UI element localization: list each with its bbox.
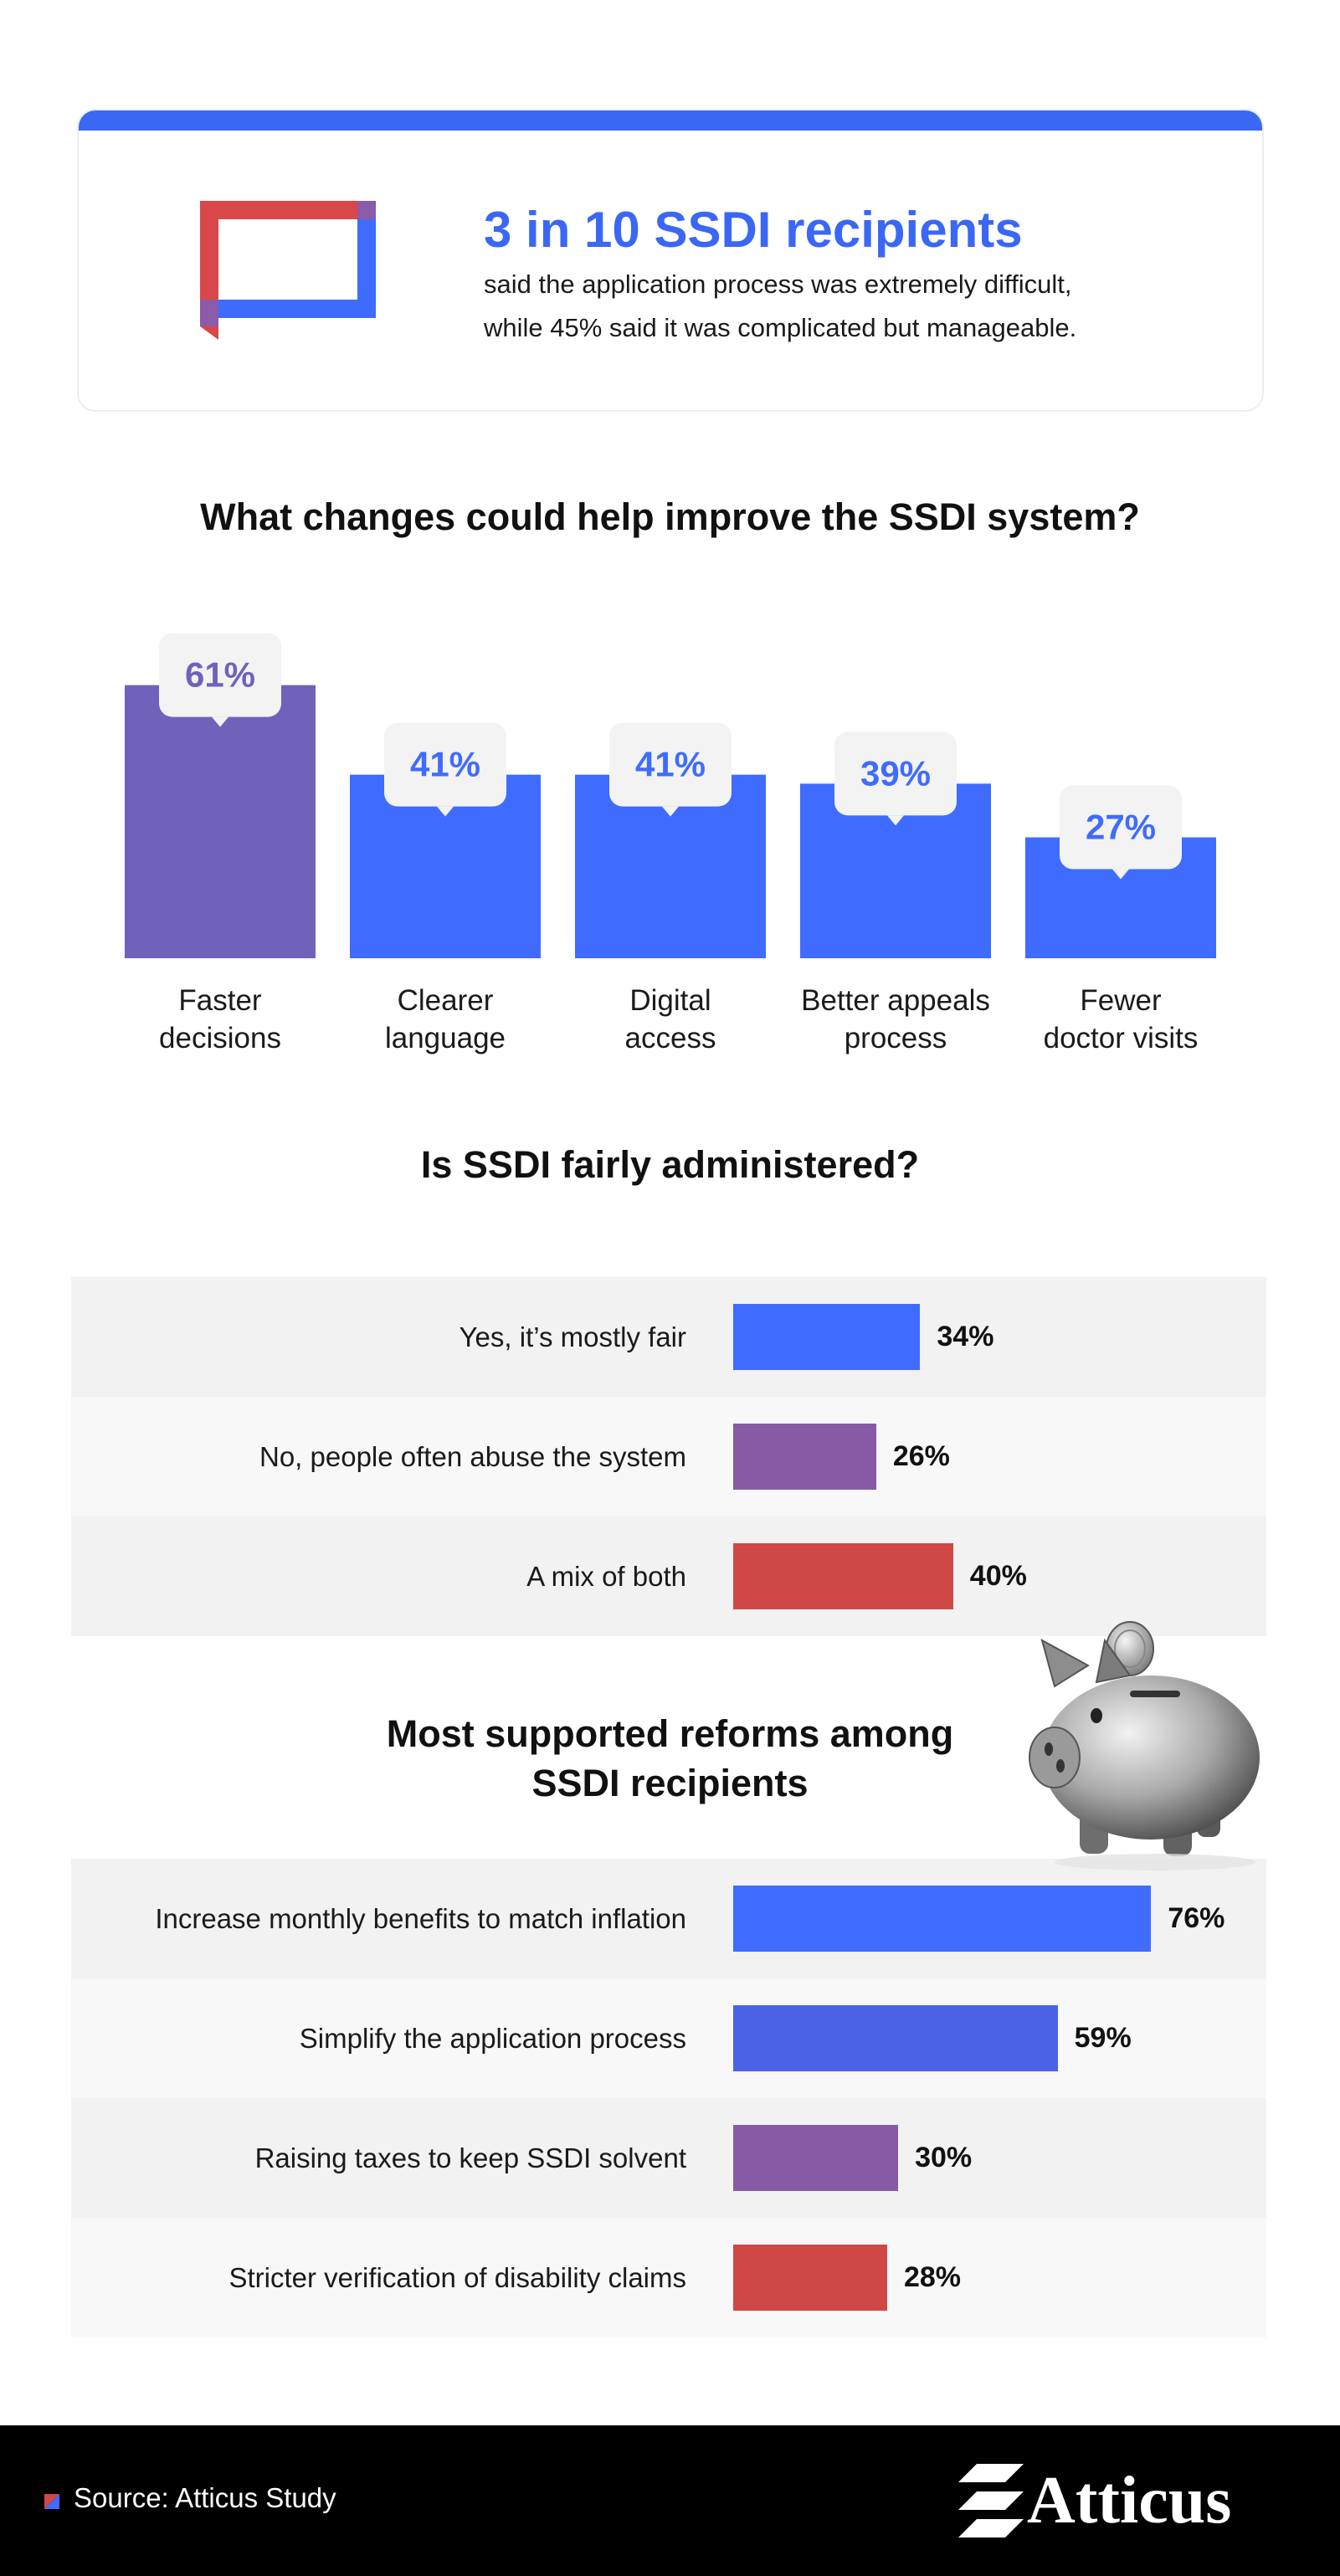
reform-value-0: 76% [1168, 1902, 1225, 1934]
column-category-label-3-line-1: process [844, 1022, 947, 1055]
stat-description-line-2: while 45% said it was complicated but ma… [484, 313, 1077, 342]
reforms-chart-title: Most supported reforms among SSDI recipi… [0, 1709, 1340, 1808]
source-text: Source: Atticus Study [74, 2482, 336, 2513]
column-category-label-1-line-1: language [384, 1022, 506, 1055]
brand-name: Atticus [1027, 2464, 1232, 2538]
improvements-chart-svg: 61% 41% 41% 39% 27% [125, 633, 1216, 958]
reform-label-2: Raising taxes to keep SSDI solvent [254, 2142, 686, 2173]
reform-value-3: 28% [903, 2261, 962, 2293]
fairness-value-0: 34% [937, 1321, 994, 1352]
fairness-row-1: No, people often abuse the system 26% [71, 1397, 1266, 1516]
source-color-square-icon [44, 2494, 59, 2509]
reform-value-1: 59% [1074, 2022, 1132, 2054]
fairness-bar-1 [733, 1424, 876, 1490]
column-category-label-0-line-0: Faster [178, 984, 262, 1017]
fairness-row-0: Yes, it’s mostly fair 34% [71, 1277, 1266, 1397]
stat-card: 3 in 10 SSDI recipients said the applica… [77, 109, 1264, 412]
fairness-label-2: A mix of both [526, 1561, 686, 1592]
reform-label-0: Increase monthly benefits to match infla… [155, 1903, 686, 1934]
column-value-label-1: 41% [410, 745, 480, 784]
reforms-chart-title-line-1: Most supported reforms among [386, 1712, 954, 1755]
fairness-bar-2 [733, 1543, 953, 1609]
column-category-label-2-line-0: Digital [629, 984, 711, 1017]
fairness-chart-title: Is SSDI fairly administered? [420, 1143, 920, 1186]
atticus-brand[interactable]: Atticus [958, 2459, 1268, 2543]
stat-headline: 3 in 10 SSDI recipients [484, 202, 1023, 258]
reform-label-3: Stricter verification of disability clai… [228, 2262, 687, 2293]
fairness-value-2: 40% [969, 1560, 1027, 1592]
value-callout-2: 41% [609, 722, 732, 817]
column-category-label-2: Digital access [553, 982, 788, 1057]
reform-bar-0 [733, 1886, 1152, 1952]
column-category-label-4-line-0: Fewer [1080, 984, 1162, 1017]
column-category-label-0-line-1: decisions [159, 1022, 281, 1055]
fairness-label-1: No, people often abuse the system [259, 1441, 686, 1472]
reform-bar-3 [733, 2245, 887, 2311]
footer: Source: Atticus Study Atticus [0, 2425, 1340, 2576]
column-value-label-3: 39% [860, 753, 931, 793]
value-callout-4: 27% [1060, 785, 1182, 880]
reform-row-2: Raising taxes to keep SSDI solvent 30% [71, 2098, 1266, 2218]
column-value-label-4: 27% [1086, 808, 1156, 847]
improvements-chart-title: What changes could help improve the SSDI… [200, 495, 1140, 538]
fairness-row-2: A mix of both 40% [71, 1516, 1266, 1636]
reform-row-3: Stricter verification of disability clai… [71, 2218, 1266, 2337]
column-bar-0 [125, 685, 316, 958]
fairness-bar-0 [733, 1304, 921, 1370]
piggy-bank-coin-icon [1029, 1621, 1260, 1870]
reform-row-1: Simplify the application process 59% [71, 1978, 1266, 2098]
atticus-logo-icon [958, 2464, 1024, 2538]
column-category-label-4-line-1: doctor visits [1043, 1022, 1199, 1055]
column-category-label-0: Faster decisions [103, 982, 337, 1057]
improvements-column-chart: 61% 41% 41% 39% 27% Faster decisions Clearer la… [0, 619, 1340, 1071]
column-value-label-2: 41% [635, 745, 706, 784]
stat-description: said the application process was extreme… [484, 263, 1220, 350]
column-category-label-3-line-0: Better appeals [801, 984, 990, 1017]
reform-row-0: Increase monthly benefits to match infla… [71, 1859, 1266, 1978]
column-category-label-1: Clearer language [328, 982, 562, 1057]
value-callout-0: 61% [159, 633, 281, 727]
reform-bar-1 [733, 2005, 1058, 2071]
reforms-chart-title-line-2: SSDI recipients [531, 1762, 809, 1804]
reform-bar-2 [733, 2125, 899, 2191]
stat-description-line-1: said the application process was extreme… [484, 269, 1072, 299]
speech-bubble-icon [200, 201, 376, 340]
fairness-label-0: Yes, it’s mostly fair [459, 1321, 686, 1352]
reform-label-1: Simplify the application process [299, 2023, 686, 2054]
fairness-bar-chart: Yes, it’s mostly fair 34% No, people often… [71, 1277, 1266, 1636]
column-value-label-0: 61% [185, 655, 255, 695]
column-category-label-2-line-1: access [624, 1022, 716, 1055]
reform-value-2: 30% [915, 2142, 973, 2173]
stat-card-accent-bar [79, 110, 1262, 131]
value-callout-1: 41% [384, 722, 506, 817]
column-category-label-1-line-0: Clearer [397, 984, 494, 1017]
column-category-label-3: Better appeals process [778, 982, 1013, 1057]
value-callout-3: 39% [834, 731, 957, 826]
reforms-bar-chart: Increase monthly benefits to match infla… [71, 1859, 1266, 2337]
column-category-label-4: Fewer doctor visits [1004, 982, 1238, 1057]
fairness-value-1: 26% [892, 1440, 950, 1472]
